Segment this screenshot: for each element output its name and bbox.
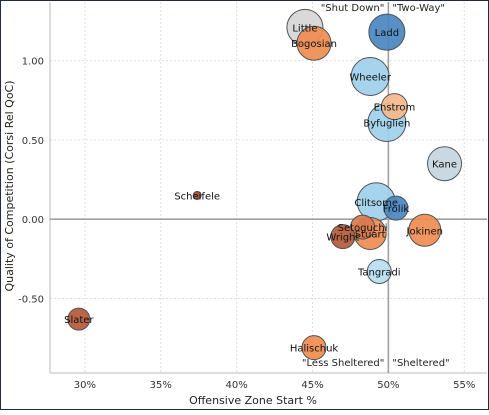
data-point — [368, 13, 406, 51]
y-tick-label: -0.50 — [18, 294, 44, 305]
data-point — [380, 93, 408, 121]
point-label: Tangradi — [357, 268, 401, 279]
point-label: Wright — [326, 233, 359, 244]
x-axis-label: Offensive Zone Start % — [189, 394, 317, 407]
point-label: Frolik — [383, 204, 410, 215]
point-label: Wheeler — [349, 73, 391, 84]
data-point — [301, 335, 327, 361]
quadrant-label: "Sheltered" — [392, 358, 449, 369]
x-tick-label: 35% — [150, 380, 172, 391]
point-label: Halischuk — [290, 344, 339, 355]
point-label: Slater — [64, 315, 94, 326]
point-label: Kane — [432, 160, 457, 171]
data-point — [330, 224, 356, 250]
data-point — [408, 213, 442, 247]
point-label: Little — [292, 23, 317, 34]
x-tick-label: 40% — [226, 380, 248, 391]
data-point — [350, 57, 390, 97]
data-points — [67, 8, 463, 361]
quadrant-labels: "Shut Down" "Two-Way" "Less Sheltered" "She… — [302, 3, 450, 369]
data-point — [366, 259, 392, 285]
point-label: Enstrom — [374, 103, 416, 114]
quadrant-label: "Two-Way" — [392, 3, 445, 14]
x-tick-label: 30% — [74, 380, 96, 391]
point-labels: Little Ladd Bogosian Wheeler Enstrom Byfuglie… — [64, 23, 457, 354]
quadrant-label: "Less Sheltered" — [302, 358, 384, 369]
data-point — [296, 25, 332, 61]
point-label: Byfuglien — [363, 118, 410, 129]
point-label: Clitsome — [354, 198, 398, 209]
x-tick-label: 45% — [301, 380, 323, 391]
point-label: Jokinen — [406, 226, 443, 237]
plot-area — [50, 2, 487, 373]
grid-layer — [50, 2, 487, 373]
point-label: Ladd — [375, 28, 399, 39]
y-axis-label: Quality of Competition (Corsi Rel QoC) — [3, 80, 16, 291]
quadrant-label: "Shut Down" — [321, 3, 385, 14]
y-tick-label: 1.00 — [22, 57, 44, 68]
point-label: Setoguchi — [338, 223, 388, 234]
point-label: Stuart — [355, 229, 386, 240]
data-point — [427, 146, 463, 182]
y-tick-label: 0.00 — [22, 215, 44, 226]
point-label: Bogosian — [291, 39, 337, 50]
x-tick-label: 55% — [453, 380, 475, 391]
axis-layer: 30% 35% 40% 45% 50% 55% -0.50 0.00 0.50 1.00 — [18, 2, 487, 391]
data-point — [67, 307, 91, 331]
data-point — [383, 195, 409, 221]
data-point — [192, 190, 202, 200]
point-label: Scheifele — [174, 191, 220, 202]
x-tick-label: 50% — [377, 380, 399, 391]
y-tick-label: 0.50 — [22, 136, 44, 147]
